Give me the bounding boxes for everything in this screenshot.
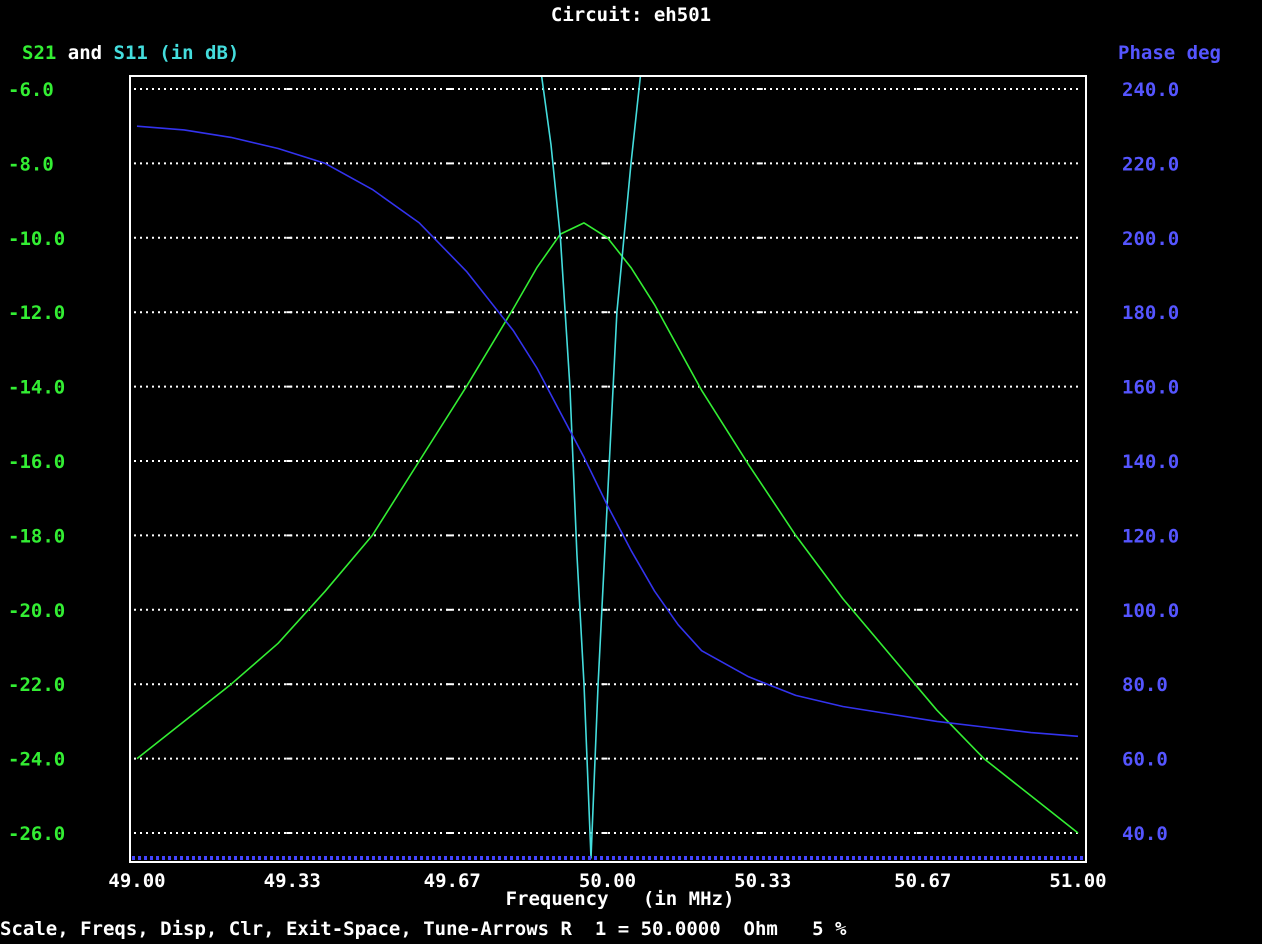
x-tick-label: 49.33 [264, 870, 321, 892]
y-left-tick-label: -8.0 [8, 153, 54, 175]
left-title-s21: S21 [22, 42, 57, 64]
plot-frame [129, 75, 1087, 863]
y-right-tick-label: 220.0 [1122, 153, 1179, 175]
y-left-tick-label: -26.0 [8, 823, 65, 845]
left-tick-labels: -6.0 -8.0 -10.0 -12.0 -14.0 -16.0 -18.0 -20.0 -2… [8, 79, 65, 845]
x-tick-label: 49.67 [424, 870, 481, 892]
y-left-tick-label: -12.0 [8, 302, 65, 324]
series-line-phase [136, 125, 1079, 738]
x-tick-label: 50.00 [579, 870, 636, 892]
y-right-tick-label: 240.0 [1122, 79, 1179, 101]
x-tick-label: 49.00 [108, 870, 165, 892]
y-right-tick-label: 40.0 [1122, 823, 1168, 845]
y-left-tick-label: -18.0 [8, 525, 65, 547]
x-tick-label: 50.33 [734, 870, 791, 892]
y-right-tick-label: 100.0 [1122, 600, 1179, 622]
y-right-tick-label: 60.0 [1122, 749, 1168, 771]
y-right-tick-label: 160.0 [1122, 377, 1179, 399]
y-left-tick-label: -10.0 [8, 228, 65, 250]
left-title-and: and [56, 42, 114, 64]
x-tick-label: 51.00 [1049, 870, 1106, 892]
y-left-tick-label: -14.0 [8, 377, 65, 399]
chart-title: Circuit: eh501 [550, 4, 712, 26]
x-tick-labels: 49.00 49.33 49.67 50.00 50.33 50.67 51.00 [108, 870, 1106, 892]
y-right-tick-label: 140.0 [1122, 451, 1179, 473]
x-tick-label: 50.67 [894, 870, 951, 892]
left-axis-title: S21 and S11 (in dB) [22, 42, 239, 64]
series-group [136, 75, 1079, 859]
y-left-tick-label: -24.0 [8, 749, 65, 771]
left-title-s11: S11 [113, 42, 148, 64]
series-line-s11 [540, 75, 642, 859]
y-left-tick-label: -22.0 [8, 674, 65, 696]
left-title-unit: (in dB) [147, 42, 240, 64]
status-bar: Scale, Freqs, Disp, Clr, Exit-Space, Tun… [0, 918, 847, 940]
y-left-tick-label: -16.0 [8, 451, 65, 473]
series-line-s21 [136, 222, 1079, 834]
y-right-tick-label: 80.0 [1122, 674, 1168, 696]
right-tick-labels: 240.0 220.0 200.0 180.0 160.0 140.0 120.0 100.0… [1122, 79, 1179, 845]
right-axis-title: Phase deg [1118, 42, 1221, 64]
y-right-tick-label: 180.0 [1122, 302, 1179, 324]
y-right-tick-label: 120.0 [1122, 525, 1179, 547]
y-right-tick-label: 200.0 [1122, 228, 1179, 250]
y-left-tick-label: -20.0 [8, 600, 65, 622]
y-left-tick-label: -6.0 [8, 79, 54, 101]
x-axis-label: Frequency (in MHz) [505, 888, 735, 910]
